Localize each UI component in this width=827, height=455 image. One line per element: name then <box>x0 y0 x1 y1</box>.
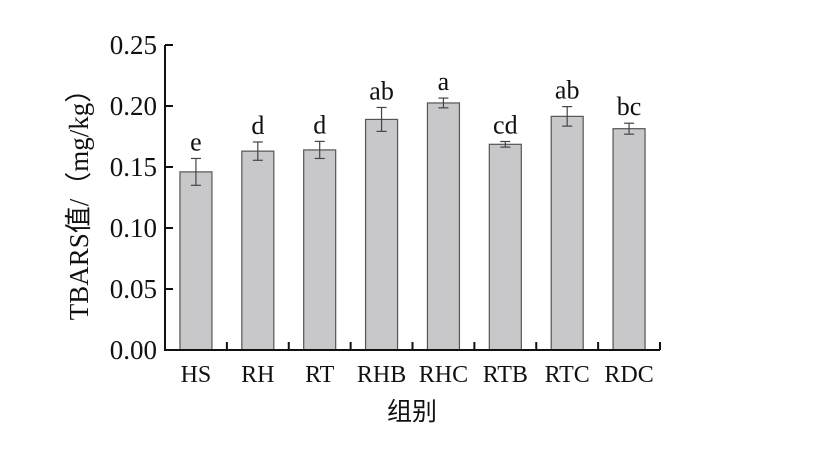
x-tick-label-RH: RH <box>241 362 274 388</box>
y-tick-label: 0.20 <box>110 91 157 121</box>
bar-HS <box>179 171 213 351</box>
y-tick-label: 0.00 <box>110 335 157 365</box>
bar-RTC <box>550 115 584 351</box>
x-tick-label-RTB: RTB <box>483 362 528 388</box>
y-tick-label: 0.15 <box>110 152 157 182</box>
bar-RTB <box>488 143 522 351</box>
significance-label-RT: d <box>313 110 326 139</box>
significance-label-RTB: cd <box>493 111 518 140</box>
x-tick-label-RHC: RHC <box>419 362 468 388</box>
y-tick-label: 0.10 <box>110 213 157 243</box>
significance-label-HS: e <box>190 127 202 156</box>
significance-label-RHB: ab <box>369 76 394 105</box>
significance-label-RDC: bc <box>617 92 642 121</box>
bar-RHC <box>426 102 461 351</box>
x-axis-label: 组别 <box>387 398 437 426</box>
bar-RHB <box>364 118 399 351</box>
significance-label-RTC: ab <box>555 76 580 105</box>
x-tick-label-RT: RT <box>305 362 335 388</box>
x-tick-label-RTC: RTC <box>545 362 590 388</box>
x-tick-label-RHB: RHB <box>357 362 406 388</box>
y-tick-label: 0.25 <box>110 30 157 60</box>
y-axis-label: TBARS值/（mg/kg） <box>64 76 94 321</box>
significance-label-RH: d <box>251 111 264 140</box>
bar-RH <box>241 150 275 351</box>
y-tick-label: 0.05 <box>110 274 157 304</box>
bar-RT <box>303 149 337 351</box>
x-tick-label-RDC: RDC <box>604 362 653 388</box>
bar-RDC <box>612 128 646 351</box>
x-tick-label-HS: HS <box>181 362 212 388</box>
significance-label-RHC: a <box>438 67 450 96</box>
